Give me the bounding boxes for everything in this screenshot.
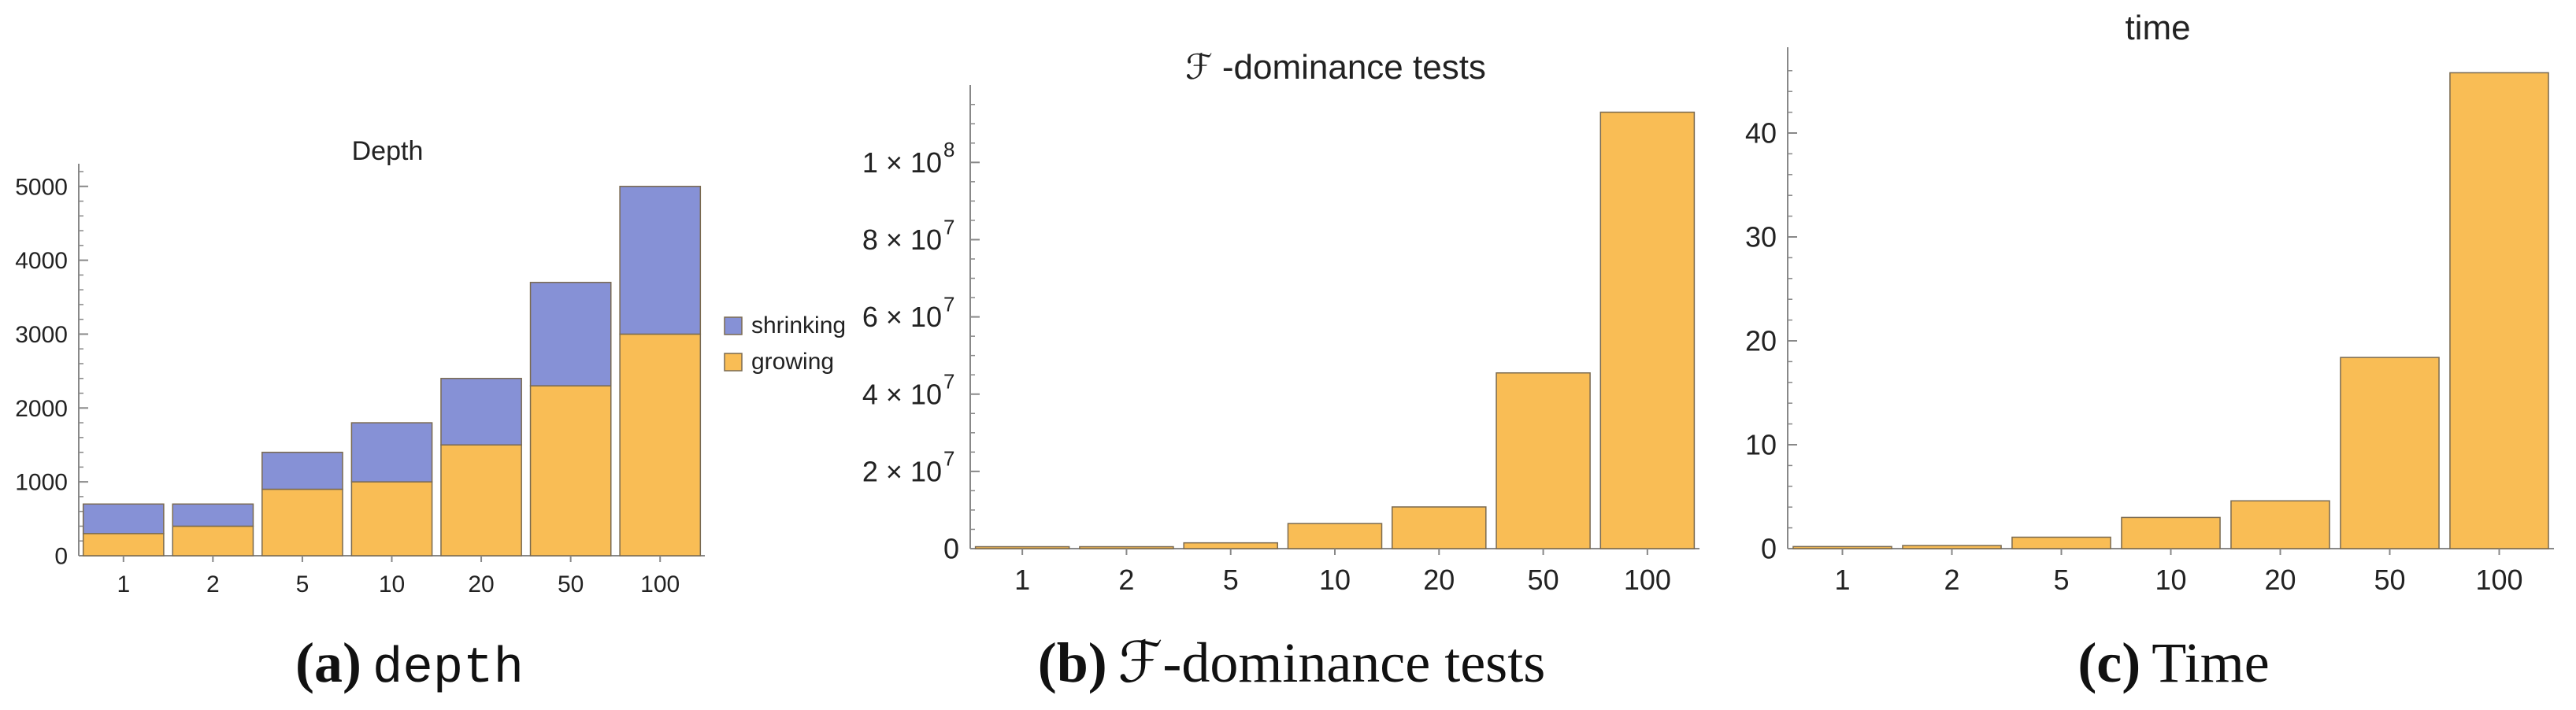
caption-a-label: (a) — [295, 631, 361, 694]
bar-value-10 — [2121, 516, 2221, 549]
x-tick-label: 50 — [2374, 564, 2405, 596]
y-tick-label: 1000 — [15, 470, 68, 496]
x-tick-label: 2 — [206, 571, 220, 597]
bar-value-1 — [974, 545, 1070, 549]
y-tick-label: 8 × 10 — [862, 224, 942, 256]
svg-text:(c)Time: (c) Time — [2077, 631, 2269, 694]
bar-value-2 — [1902, 545, 2002, 549]
bar-value-10 — [1287, 523, 1383, 549]
y-tick-label: 40 — [1745, 117, 1777, 150]
bar-shrinking-1 — [82, 503, 165, 534]
y-tick-label: 0 — [54, 544, 68, 570]
caption-c: (c) Time — [2077, 631, 2269, 694]
y-tick-label: 2000 — [15, 396, 68, 422]
x-tick-label: 10 — [379, 571, 405, 597]
x-tick-label: 2 — [1118, 564, 1134, 596]
bar-shrinking-10 — [350, 422, 433, 483]
y-tick-label: 3000 — [15, 322, 68, 348]
y-tick-label: 10 — [1745, 429, 1777, 461]
bar-value-5 — [2011, 536, 2111, 549]
x-tick-label: 10 — [1319, 564, 1351, 596]
x-tick-label: 20 — [2264, 564, 2296, 596]
bar-value-2 — [1079, 545, 1174, 549]
bar-value-20 — [1392, 506, 1487, 549]
y-tick-label: 6 × 10 — [862, 301, 942, 333]
legend-swatch-growing — [724, 353, 743, 372]
bar-shrinking-20 — [440, 378, 522, 446]
bar-value-100 — [2449, 72, 2549, 549]
x-tick-label: 20 — [468, 571, 494, 597]
y-tick-label: 5000 — [15, 174, 68, 200]
y-tick-exponent: 7 — [943, 449, 954, 471]
y-tick-label: 30 — [1745, 221, 1777, 253]
y-tick-label: 20 — [1745, 325, 1777, 357]
bar-growing-20 — [440, 444, 522, 557]
bar-value-20 — [2230, 500, 2330, 549]
depth-chart: Depth 0 1000 2000 3000 4000 5000 1 2 5 10 20 50 100 s… — [15, 136, 846, 597]
x-tick-label: 100 — [1624, 564, 1671, 596]
caption-a: (a) depth — [295, 631, 524, 697]
x-tick-label: 1 — [117, 571, 130, 597]
y-tick-label: 4 × 10 — [862, 378, 942, 410]
bar-growing-50 — [529, 385, 612, 557]
x-tick-label: 5 — [1223, 564, 1239, 596]
x-tick-label: 100 — [640, 571, 680, 597]
y-tick-label: 1 × 10 — [862, 146, 942, 179]
depth-chart-title: Depth — [352, 136, 424, 166]
x-tick-label: 2 — [1944, 564, 1959, 596]
x-tick-label: 20 — [1423, 564, 1455, 596]
caption-b-text: ℱ-dominance tests — [1118, 631, 1545, 694]
dominance-chart-title: ℱ -dominance tests — [1185, 48, 1486, 87]
y-tick-label: 0 — [1761, 533, 1777, 565]
x-tick-label: 50 — [1528, 564, 1559, 596]
caption-c-text: Time — [2152, 631, 2269, 694]
bar-shrinking-2 — [172, 503, 254, 527]
y-tick-exponent: 7 — [943, 372, 954, 394]
x-tick-label: 1 — [1834, 564, 1850, 596]
bar-value-1 — [1792, 545, 1892, 549]
bar-growing-10 — [350, 481, 433, 557]
x-tick-label: 100 — [2475, 564, 2522, 596]
svg-text:(a)depth: (a) depth — [295, 631, 524, 697]
y-tick-label: 2 × 10 — [862, 455, 942, 487]
bar-shrinking-100 — [619, 186, 702, 335]
time-chart-title: time — [2125, 9, 2190, 47]
y-tick-label: 0 — [943, 533, 959, 565]
x-tick-label: 5 — [2053, 564, 2069, 596]
bar-growing-5 — [261, 488, 343, 557]
bar-growing-1 — [82, 533, 165, 557]
dominance-tests-chart: ℱ -dominance tests 02 × 10 74 × 10 76 × 10… — [862, 48, 1699, 596]
y-tick-exponent: 7 — [943, 294, 954, 316]
bar-growing-2 — [172, 525, 254, 557]
y-tick-exponent: 8 — [943, 139, 954, 161]
bar-value-5 — [1183, 542, 1278, 549]
time-chart: time 0 10 20 30 40 1 2 5 10 20 50 100 — [1745, 9, 2554, 596]
bar-value-50 — [2340, 357, 2440, 549]
bar-shrinking-50 — [529, 282, 612, 386]
caption-b-label: (b) — [1038, 631, 1107, 694]
bar-shrinking-5 — [261, 451, 343, 490]
bar-value-50 — [1496, 372, 1591, 549]
x-tick-label: 5 — [296, 571, 309, 597]
y-tick-exponent: 7 — [943, 216, 954, 239]
legend-swatch-shrinking — [724, 316, 743, 335]
caption-b: (b) ℱ-dominance tests — [1038, 631, 1545, 694]
bar-growing-100 — [619, 333, 702, 557]
legend-label-shrinking: shrinking — [751, 312, 846, 338]
legend-label-growing: growing — [751, 349, 834, 375]
x-tick-label: 1 — [1014, 564, 1030, 596]
caption-a-text: depth — [373, 641, 524, 697]
svg-text:(b)ℱ-dominance tests: (b) ℱ-dominance tests — [1038, 631, 1545, 694]
y-tick-label: 4000 — [15, 248, 68, 274]
x-tick-label: 10 — [2155, 564, 2186, 596]
bar-value-100 — [1599, 111, 1696, 549]
caption-c-label: (c) — [2077, 631, 2140, 694]
x-tick-label: 50 — [558, 571, 584, 597]
